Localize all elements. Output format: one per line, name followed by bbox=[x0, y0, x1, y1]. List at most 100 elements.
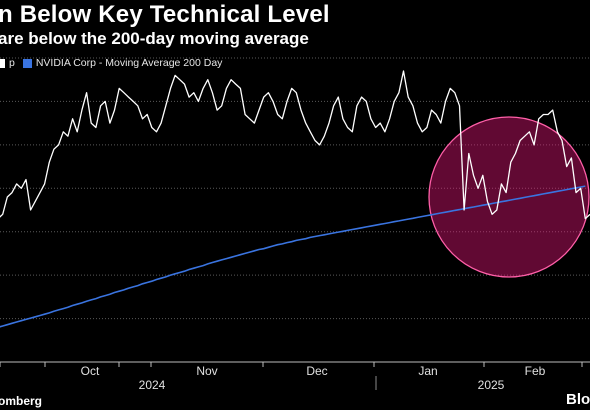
ma-point bbox=[580, 186, 581, 187]
ma-point bbox=[235, 255, 236, 256]
legend-item-price: p bbox=[0, 57, 15, 69]
price-point bbox=[189, 96, 190, 97]
ma-point bbox=[230, 257, 231, 258]
price-point bbox=[63, 131, 64, 132]
ma-point bbox=[175, 273, 176, 274]
ma-point bbox=[510, 199, 511, 200]
ma-point bbox=[324, 234, 325, 235]
ma-point bbox=[63, 308, 64, 309]
ma-point bbox=[282, 243, 283, 244]
ma-point bbox=[254, 250, 255, 251]
price-point bbox=[235, 83, 236, 84]
price-point bbox=[473, 175, 474, 176]
ma-point bbox=[436, 213, 437, 214]
ma-point bbox=[49, 312, 50, 313]
ma-point bbox=[417, 217, 418, 218]
ma-point bbox=[156, 279, 157, 280]
ma-point bbox=[450, 211, 451, 212]
ma-point bbox=[53, 311, 54, 312]
ma-point bbox=[58, 309, 59, 310]
price-point bbox=[487, 201, 488, 202]
legend-swatch-price bbox=[0, 58, 5, 68]
price-point bbox=[67, 136, 68, 137]
x-tick-label: Dec bbox=[306, 364, 327, 378]
ma-point bbox=[473, 206, 474, 207]
price-point bbox=[282, 118, 283, 119]
ma-point bbox=[11, 323, 12, 324]
price-point bbox=[53, 149, 54, 150]
price-point bbox=[165, 105, 166, 106]
price-point bbox=[505, 192, 506, 193]
ma-point bbox=[123, 289, 124, 290]
ma-point bbox=[422, 216, 423, 217]
legend-label-price: p bbox=[9, 57, 15, 69]
price-point bbox=[436, 114, 437, 115]
price-point bbox=[142, 118, 143, 119]
price-point bbox=[221, 105, 222, 106]
price-point bbox=[338, 96, 339, 97]
ma-point bbox=[161, 278, 162, 279]
ma-point bbox=[142, 283, 143, 284]
price-point bbox=[212, 92, 213, 93]
price-point bbox=[552, 110, 553, 111]
ma-point bbox=[77, 304, 78, 305]
price-point bbox=[538, 118, 539, 119]
ma-point bbox=[524, 197, 525, 198]
price-point bbox=[492, 214, 493, 215]
price-point bbox=[156, 131, 157, 132]
ma-point bbox=[333, 232, 334, 233]
ma-point bbox=[286, 242, 287, 243]
ma-point bbox=[347, 230, 348, 231]
ma-point bbox=[300, 239, 301, 240]
ma-point bbox=[319, 235, 320, 236]
price-point bbox=[543, 114, 544, 115]
ma-point bbox=[529, 196, 530, 197]
ma-point bbox=[240, 254, 241, 255]
price-point bbox=[296, 92, 297, 93]
price-point bbox=[547, 114, 548, 115]
ma-point bbox=[571, 188, 572, 189]
price-point bbox=[35, 201, 36, 202]
price-point bbox=[389, 118, 390, 119]
ma-point bbox=[226, 258, 227, 259]
ma-point bbox=[557, 191, 558, 192]
price-point bbox=[30, 209, 31, 210]
ma-point bbox=[501, 201, 502, 202]
ma-point bbox=[44, 314, 45, 315]
ma-point bbox=[492, 203, 493, 204]
price-point bbox=[109, 123, 110, 124]
ma-point bbox=[384, 223, 385, 224]
price-point bbox=[81, 110, 82, 111]
price-point bbox=[272, 101, 273, 102]
price-point bbox=[226, 88, 227, 89]
ma-point bbox=[39, 315, 40, 316]
ma-point bbox=[314, 236, 315, 237]
price-point bbox=[352, 131, 353, 132]
price-point bbox=[575, 192, 576, 193]
price-point bbox=[314, 140, 315, 141]
price-point bbox=[133, 101, 134, 102]
price-point bbox=[175, 75, 176, 76]
ma-point bbox=[16, 321, 17, 322]
ma-point bbox=[519, 198, 520, 199]
ma-point bbox=[151, 281, 152, 282]
price-point bbox=[193, 92, 194, 93]
price-point bbox=[258, 110, 259, 111]
ma-point bbox=[478, 205, 479, 206]
price-point bbox=[375, 127, 376, 128]
ma-point bbox=[380, 224, 381, 225]
ma-point bbox=[91, 299, 92, 300]
series-line-price bbox=[0, 70, 590, 220]
price-point bbox=[380, 123, 381, 124]
price-point bbox=[254, 123, 255, 124]
price-point bbox=[482, 175, 483, 176]
ma-point bbox=[81, 302, 82, 303]
ma-point bbox=[389, 222, 390, 223]
price-point bbox=[72, 118, 73, 119]
price-point bbox=[198, 101, 199, 102]
price-point bbox=[412, 105, 413, 106]
price-point bbox=[561, 140, 562, 141]
price-point bbox=[100, 105, 101, 106]
price-point bbox=[585, 218, 586, 219]
ma-point bbox=[249, 252, 250, 253]
